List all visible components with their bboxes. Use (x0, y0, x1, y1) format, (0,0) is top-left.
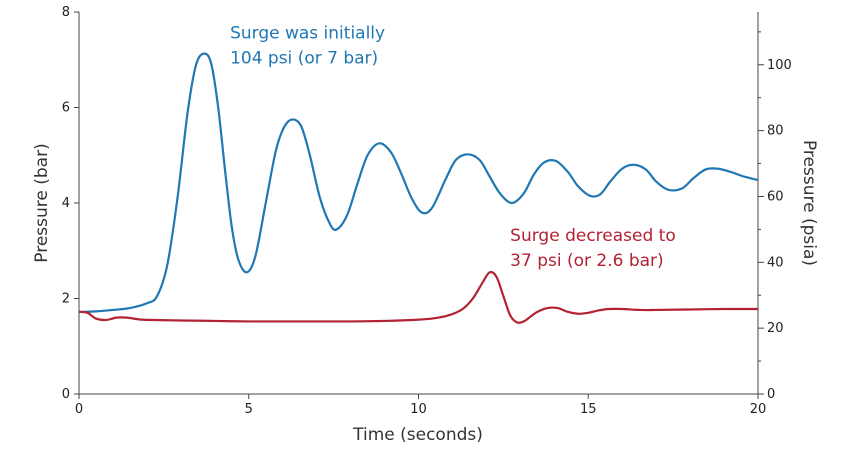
y-right-tick-label: 20 (767, 321, 784, 336)
x-ticks: 0 5 10 15 20 (75, 394, 766, 417)
x-axis-title: Time (seconds) (352, 425, 483, 445)
series-layer (78, 52, 759, 324)
y-right-tick-label: 0 (767, 387, 775, 402)
y-right-tick-label: 40 (767, 255, 784, 270)
series-line-1 (78, 52, 759, 313)
y-left-tick-label: 8 (62, 5, 70, 20)
x-tick-label: 15 (580, 402, 597, 417)
y-right-tick-label: 100 (767, 58, 792, 73)
x-tick-label: 20 (750, 402, 767, 417)
left-y-axis-title: Pressure (bar) (32, 143, 52, 262)
series-line-2 (78, 270, 759, 324)
right-y-axis-title: Pressure (psia) (799, 140, 819, 266)
y-left-tick-label: 2 (62, 292, 70, 307)
annotation-1-line-1: Surge was initially (230, 23, 385, 43)
x-tick-label: 0 (75, 402, 83, 417)
annotation-2-line-1: Surge decreased to (510, 226, 676, 246)
y-left-tick-label: 4 (62, 196, 70, 211)
x-tick-label: 10 (410, 402, 427, 417)
axes (78, 12, 759, 395)
y-right-tick-label: 60 (767, 189, 784, 204)
annotation-layer: Surge was initially 104 psi (or 7 bar) Sur… (230, 23, 676, 271)
annotation-1-line-2: 104 psi (or 7 bar) (230, 48, 378, 68)
y-right-tick-label: 80 (767, 124, 784, 139)
y-left-ticks: 0 2 4 6 8 (62, 5, 79, 402)
x-tick-label: 5 (245, 402, 253, 417)
y-left-tick-label: 6 (62, 101, 70, 116)
y-right-ticks: 0 20 40 60 80 100 (758, 31, 792, 402)
y-left-tick-label: 0 (62, 387, 70, 402)
annotation-2-line-2: 37 psi (or 2.6 bar) (510, 251, 664, 271)
